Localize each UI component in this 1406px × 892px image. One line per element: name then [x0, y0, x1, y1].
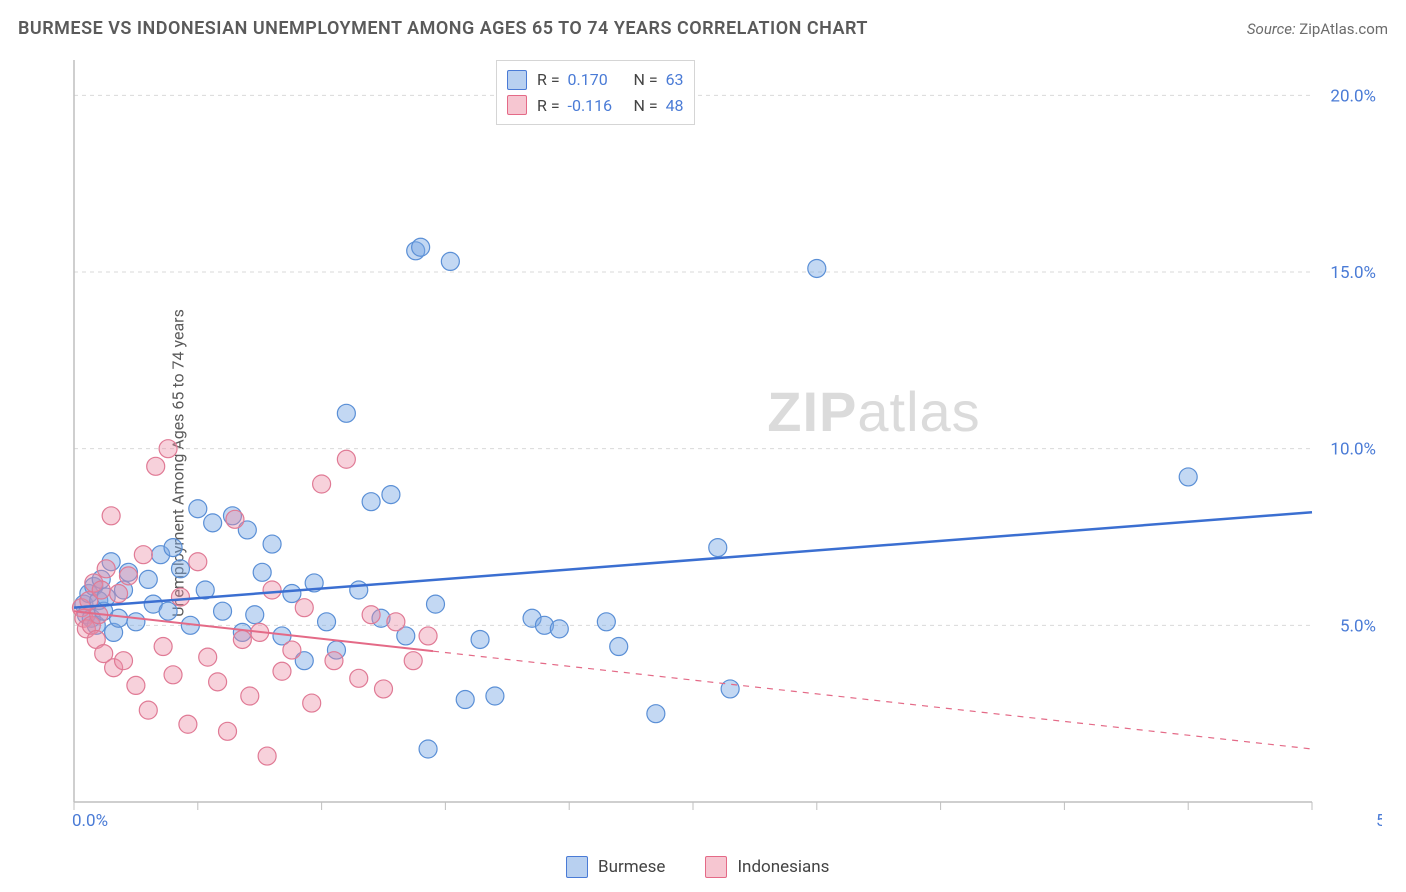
data-point — [350, 581, 368, 599]
data-point — [471, 630, 489, 648]
data-point — [610, 638, 628, 656]
data-point — [375, 680, 393, 698]
data-point — [283, 641, 301, 659]
y-tick-label: 10.0% — [1330, 440, 1376, 460]
data-point — [382, 486, 400, 504]
data-point — [134, 546, 152, 564]
data-point — [647, 705, 665, 723]
legend-correlation: R = 0.170 N = 63R = -0.116 N = 48 — [496, 60, 695, 125]
data-point — [313, 475, 331, 493]
legend-swatch — [705, 856, 727, 878]
data-point — [115, 652, 133, 670]
legend-swatch — [566, 856, 588, 878]
source-label: Source: — [1247, 20, 1296, 38]
data-point — [92, 581, 110, 599]
data-point — [226, 510, 244, 528]
data-point — [419, 627, 437, 645]
data-point — [102, 507, 120, 525]
data-point — [164, 539, 182, 557]
scatter-plot: 5.0% 10.0% 15.0% 20.0% 0.0% 50.0% ZIPatlas — [66, 52, 1382, 838]
data-point — [189, 553, 207, 571]
data-point — [263, 581, 281, 599]
data-point — [127, 613, 145, 631]
data-point — [199, 648, 217, 666]
data-point — [246, 606, 264, 624]
data-point — [171, 560, 189, 578]
data-point — [387, 613, 405, 631]
y-tick-label: 20.0% — [1330, 86, 1376, 106]
data-point — [404, 652, 422, 670]
data-point — [283, 585, 301, 603]
data-point — [318, 613, 336, 631]
legend-series-label: Burmese — [598, 857, 665, 877]
data-point — [337, 404, 355, 422]
data-point — [179, 715, 197, 733]
data-point — [808, 259, 826, 277]
legend-correlation-row: R = 0.170 N = 63 — [507, 67, 684, 93]
data-point — [233, 630, 251, 648]
data-point — [303, 694, 321, 712]
source-value: ZipAtlas.com — [1299, 20, 1388, 38]
data-point — [110, 585, 128, 603]
data-point — [110, 609, 128, 627]
x-end-label: 50.0% — [1376, 811, 1382, 831]
data-point — [171, 588, 189, 606]
data-point — [119, 567, 137, 585]
data-point — [189, 500, 207, 518]
data-point — [159, 602, 177, 620]
data-point — [97, 560, 115, 578]
y-tick-label: 15.0% — [1330, 263, 1376, 283]
data-point — [147, 457, 165, 475]
data-point — [139, 570, 157, 588]
legend-series-item: Burmese — [566, 856, 665, 878]
data-point — [456, 691, 474, 709]
y-tick-label: 5.0% — [1340, 616, 1376, 636]
legend-swatch — [507, 95, 527, 115]
x-origin-label: 0.0% — [72, 811, 108, 831]
legend-correlation-row: R = -0.116 N = 48 — [507, 93, 684, 119]
data-point — [164, 666, 182, 684]
data-point — [419, 740, 437, 758]
data-point — [263, 535, 281, 553]
data-point — [709, 539, 727, 557]
data-point — [362, 606, 380, 624]
data-point — [209, 673, 227, 691]
legend-series-label: Indonesians — [737, 857, 829, 877]
data-point — [412, 238, 430, 256]
legend-series: Burmese Indonesians — [566, 856, 829, 878]
data-point — [204, 514, 222, 532]
data-point — [127, 676, 145, 694]
data-point — [253, 563, 271, 581]
data-point — [1179, 468, 1197, 486]
watermark: ZIPatlas — [767, 380, 980, 443]
data-point — [721, 680, 739, 698]
legend-series-item: Indonesians — [705, 856, 829, 878]
data-point — [295, 599, 313, 617]
data-point — [597, 613, 615, 631]
data-point — [337, 450, 355, 468]
data-point — [154, 638, 172, 656]
source-credit: Source: ZipAtlas.com — [1247, 20, 1388, 38]
data-point — [426, 595, 444, 613]
data-point — [273, 662, 291, 680]
data-point — [241, 687, 259, 705]
chart-title: BURMESE VS INDONESIAN UNEMPLOYMENT AMONG… — [18, 18, 868, 39]
data-point — [362, 493, 380, 511]
data-point — [258, 747, 276, 765]
data-point — [550, 620, 568, 638]
data-point — [441, 252, 459, 270]
data-point — [486, 687, 504, 705]
legend-swatch — [507, 70, 527, 90]
data-point — [139, 701, 157, 719]
trend-line — [74, 512, 1312, 607]
data-point — [214, 602, 232, 620]
data-point — [325, 652, 343, 670]
trend-line-extrapolated — [433, 651, 1312, 749]
data-point — [350, 669, 368, 687]
data-point — [159, 440, 177, 458]
data-point — [219, 722, 237, 740]
